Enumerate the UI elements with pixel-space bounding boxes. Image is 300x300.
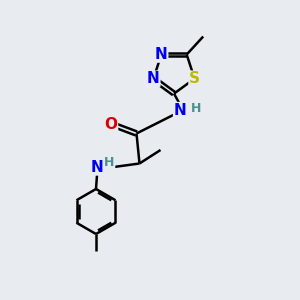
Text: N: N	[155, 47, 168, 62]
Text: O: O	[104, 117, 118, 132]
Text: H: H	[104, 156, 115, 169]
Text: N: N	[147, 71, 160, 86]
Text: N: N	[174, 103, 186, 118]
Text: S: S	[189, 71, 200, 86]
Text: H: H	[190, 102, 201, 115]
Text: N: N	[91, 160, 104, 175]
